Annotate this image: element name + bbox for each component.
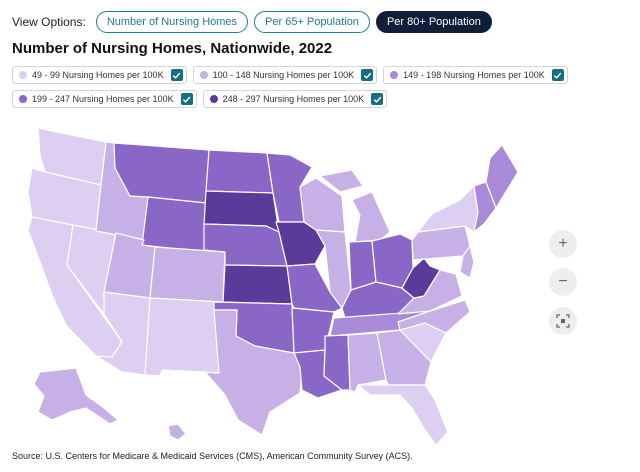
view-options-label: View Options: [12,15,86,29]
state-mid-atlantic[interactable] [459,245,475,279]
map-title: Number of Nursing Homes, Nationwide, 202… [12,40,333,57]
state-indiana[interactable] [348,240,377,291]
legend-label: 149 - 198 Nursing Homes per 100K [403,70,545,80]
legend-label: 49 - 99 Nursing Homes per 100K [32,70,164,80]
legend-dot [209,95,218,103]
reset-view-button[interactable] [549,307,577,335]
checkbox-checked-icon[interactable] [361,69,374,81]
plus-icon: + [558,235,568,252]
legend-dot [19,71,27,79]
legend-item-248-297[interactable]: 248 - 297 Nursing Homes per 100K [202,90,388,108]
legend-label: 100 - 148 Nursing Homes per 100K [212,70,355,80]
legend-label: 199 - 247 Nursing Homes per 100K [32,94,174,104]
state-texas[interactable] [161,309,303,436]
state-north-dakota[interactable] [205,149,274,194]
per-80-plus-population-button[interactable]: Per 80+ Population [375,11,492,33]
state-maine[interactable] [485,144,519,209]
state-wyoming[interactable] [141,196,207,253]
state-florida[interactable] [357,384,449,446]
state-montana[interactable] [113,142,210,204]
state-kansas[interactable] [222,264,293,305]
legend-dot [19,95,27,103]
legend-item-149-198[interactable]: 149 - 198 Nursing Homes per 100K [383,66,568,84]
state-west-virginia[interactable] [401,257,441,299]
map-svg [27,127,519,446]
legend-dot [199,71,208,79]
state-hawaii[interactable] [167,423,187,441]
source-note: Source: U.S. Centers for Medicare & Medi… [12,451,413,461]
legend-label: 248 - 297 Nursing Homes per 100K [222,94,365,104]
legend-item-49-99[interactable]: 49 - 99 Nursing Homes per 100K [12,66,187,84]
legend-item-100-148[interactable]: 100 - 148 Nursing Homes per 100K [192,66,378,84]
state-missouri[interactable] [286,263,343,313]
legend-dot [390,71,399,79]
zoom-in-button[interactable]: + [549,230,577,258]
state-north-carolina[interactable] [397,299,471,334]
us-choropleth-map[interactable] [0,112,540,448]
number-of-nursing-homes-button[interactable]: Number of Nursing Homes [95,11,249,33]
state-colorado[interactable] [149,246,226,303]
state-new-york[interactable] [417,185,479,233]
checkbox-checked-icon[interactable] [180,93,193,105]
state-alaska[interactable] [33,367,119,425]
legend-item-199-247[interactable]: 199 - 247 Nursing Homes per 100K [12,90,197,108]
checkbox-checked-icon[interactable] [551,69,564,81]
checkbox-checked-icon[interactable] [170,69,183,81]
state-new-mexico[interactable] [144,297,223,377]
zoom-out-button[interactable]: − [549,268,577,296]
legend: 49 - 99 Nursing Homes per 100K 100 - 148… [12,66,568,114]
per-65-plus-population-button[interactable]: Per 65+ Population [254,11,370,33]
fullscreen-icon [556,314,570,328]
view-options: View Options: Number of Nursing Homes Pe… [12,10,498,34]
minus-icon: − [558,273,568,290]
checkbox-checked-icon[interactable] [371,93,384,105]
